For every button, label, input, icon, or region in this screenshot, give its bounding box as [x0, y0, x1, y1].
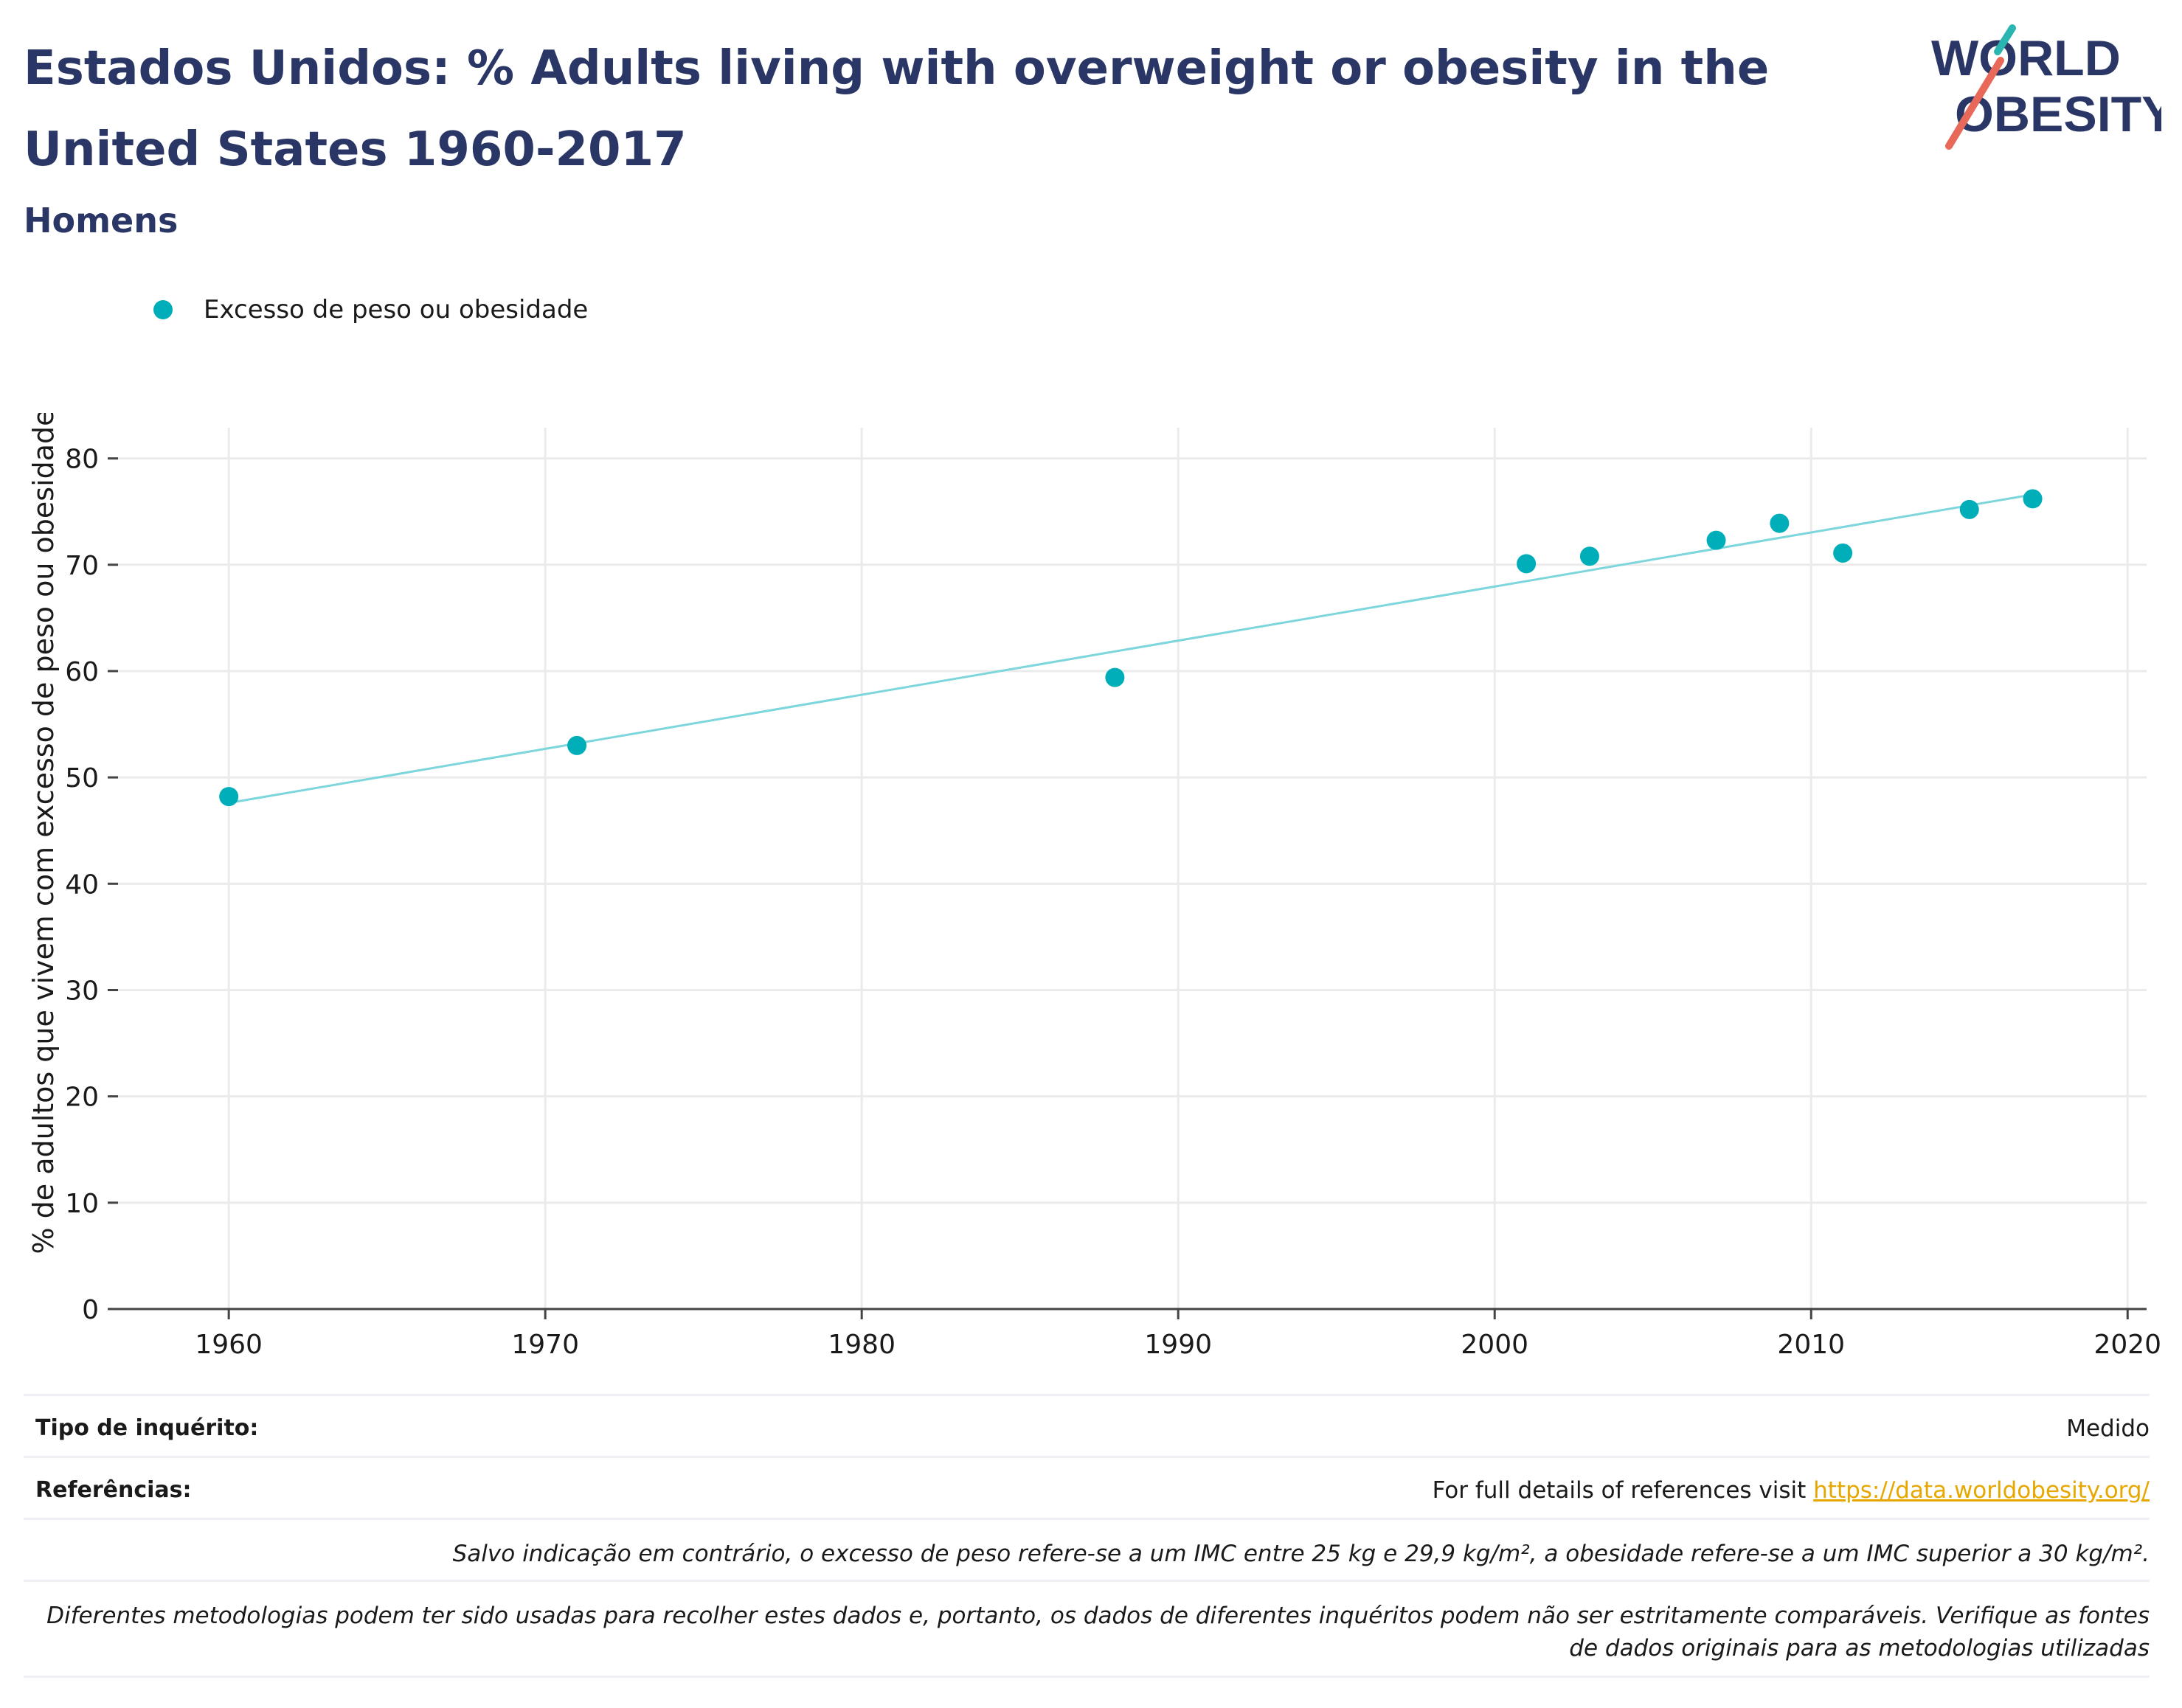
references-link[interactable]: https://data.worldobesity.org/: [1813, 1477, 2150, 1504]
x-tick-label: 1970: [511, 1330, 579, 1360]
methods-note: Diferentes metodologias podem ter sido u…: [40, 1600, 2150, 1664]
y-tick-label: 50: [65, 763, 99, 794]
data-point: [1706, 530, 1726, 550]
chart-subtitle: Homens: [24, 201, 179, 240]
trendline-group: [228, 493, 2033, 805]
methods-note-row: Diferentes metodologias podem ter sido u…: [24, 1580, 2150, 1678]
logo-line1: WORLD: [1931, 30, 2121, 86]
y-tick-label: 60: [65, 657, 99, 687]
y-axis-label: % de adultos que vivem com excesso de pe…: [27, 413, 60, 1254]
y-tick-label: 40: [65, 869, 99, 900]
data-point: [1959, 499, 1979, 519]
data-point: [1833, 543, 1853, 563]
y-tick-label: 10: [65, 1189, 99, 1219]
y-tick-label: 70: [65, 551, 99, 581]
x-tick-label: 2000: [1461, 1330, 1528, 1360]
legend[interactable]: Excesso de peso ou obesidade: [153, 295, 588, 324]
survey-type-value: Medido: [2066, 1415, 2150, 1442]
x-axis-ticks: 1960 1970 1980 1990 2000 2010 2020: [195, 1309, 2161, 1360]
data-point: [1770, 513, 1790, 533]
x-tick-label: 2020: [2093, 1330, 2161, 1360]
world-obesity-logo: WORLD OBESITY: [1931, 24, 2161, 150]
data-point: [567, 735, 587, 755]
legend-label: Excesso de peso ou obesidade: [204, 295, 589, 324]
references-label: Referências:: [35, 1477, 192, 1503]
bmi-note-row: Salvo indicação em contrário, o excesso …: [24, 1518, 2150, 1582]
bmi-note: Salvo indicação em contrário, o excesso …: [452, 1541, 2150, 1567]
methods-note-line2: de dados originais para as metodologias …: [1569, 1635, 2150, 1662]
methods-note-line1: Diferentes metodologias podem ter sido u…: [46, 1603, 2150, 1629]
references-value: For full details of references visit htt…: [1433, 1477, 2150, 1504]
trendline: [228, 493, 2033, 805]
x-tick-label: 1980: [828, 1330, 896, 1360]
y-axis-ticks: 0 10 20 30 40 50 60 70 80: [65, 445, 118, 1325]
scatter-chart: 1960 1970 1980 1990 2000 2010 2020 0 10 20 30 40 50…: [27, 413, 2161, 1360]
data-point: [1105, 667, 1125, 687]
legend-marker-icon: [153, 300, 173, 319]
survey-type-label: Tipo de inquérito:: [35, 1415, 259, 1441]
data-point: [2023, 489, 2043, 509]
gridlines: [118, 428, 2147, 1309]
references-row: Referências: For full details of referen…: [24, 1456, 2150, 1520]
y-tick-label: 30: [65, 976, 99, 1006]
chart-title: Estados Unidos: % Adults living with ove…: [24, 41, 1770, 177]
x-tick-label: 1990: [1144, 1330, 1212, 1360]
data-point: [1517, 554, 1537, 574]
x-tick-label: 1960: [195, 1330, 263, 1360]
x-tick-label: 2010: [1777, 1330, 1845, 1360]
y-tick-label: 0: [82, 1295, 99, 1325]
logo-line2: OBESITY: [1955, 86, 2161, 142]
data-points: [219, 489, 2043, 807]
references-text: For full details of references visit: [1432, 1477, 1814, 1504]
y-tick-label: 20: [65, 1083, 99, 1113]
y-tick-label: 80: [65, 445, 99, 475]
survey-type-row: Tipo de inquérito: Medido: [24, 1394, 2150, 1458]
data-point: [219, 787, 239, 807]
data-point: [1579, 546, 1599, 566]
logo-teal-slash: [1994, 24, 2016, 55]
footer: Tipo de inquérito: Medido Referências: F…: [24, 1394, 2150, 1689]
footer-bottom-border: [24, 1676, 2150, 1678]
logo-red-slash: [1945, 57, 2004, 150]
